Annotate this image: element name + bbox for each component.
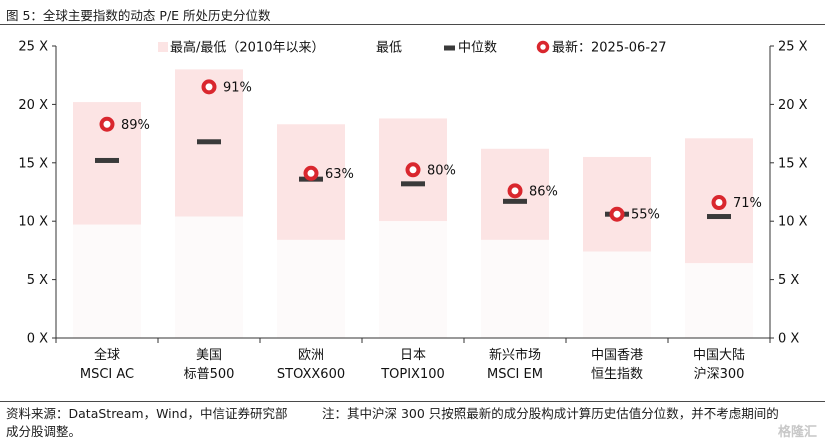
category-label-line2: 沪深300 — [694, 366, 745, 382]
latest-marker — [303, 165, 319, 181]
source-text: DataStream，Wind，中信证券研究部 — [68, 406, 288, 421]
watermark: 格隆汇 — [777, 425, 817, 440]
latest-marker — [99, 116, 115, 132]
percentile-label: 91% — [223, 80, 252, 95]
legend-label: 最新：2025-06-27 — [552, 40, 667, 56]
y-tick-label-right: 20 X — [778, 98, 808, 113]
latest-marker — [609, 206, 625, 222]
y-tick-label-left: 10 X — [18, 215, 48, 230]
min-bar — [685, 263, 753, 338]
y-tick-label-right: 25 X — [778, 40, 808, 55]
y-tick-label-right: 15 X — [778, 156, 808, 171]
y-tick-label-right: 0 X — [778, 332, 799, 347]
latest-marker — [201, 79, 217, 95]
category-label-line2: TOPIX100 — [380, 367, 445, 382]
legend: 最高/最低（2010年以来） 最低 中位数 最新：2025-06-27 — [158, 40, 667, 56]
y-tick-label-left: 15 X — [18, 156, 48, 171]
marks: 89% 91% 63% 80% 86% 55% 71% — [95, 79, 762, 223]
latest-marker — [507, 183, 523, 199]
min-bar — [277, 239, 345, 338]
median-marker — [707, 214, 731, 220]
percentile-label: 55% — [631, 208, 660, 223]
axes: 0 X 0 X 5 X 5 X 10 X 10 X 15 X 15 X 20 X 20 X 25 X… — [18, 40, 807, 383]
category-label-line1: 美国 — [196, 348, 222, 363]
median-marker — [503, 198, 527, 204]
y-tick-label-left: 25 X — [18, 40, 48, 55]
min-bar — [379, 221, 447, 338]
min-bar — [175, 216, 243, 338]
range-bars — [73, 69, 753, 338]
median-marker — [401, 181, 425, 187]
legend-range-swatch — [158, 42, 168, 52]
category-label-line2: 恒生指数 — [591, 367, 643, 382]
percentile-label: 86% — [529, 184, 558, 199]
bottom-rule — [0, 401, 825, 402]
category-label-line1: 新兴市场 — [489, 347, 541, 363]
figure-title: 图 5：全球主要指数的动态 P/E 所处历史分位数 — [6, 8, 271, 23]
range-bar — [583, 156, 651, 252]
category-label-line1: 中国香港 — [591, 348, 643, 363]
min-bar — [481, 239, 549, 338]
category-label-line1: 日本 — [400, 348, 426, 363]
legend-median-swatch — [444, 45, 455, 51]
category-label-line2: STOXX600 — [277, 367, 345, 382]
category-label-line2: MSCI EM — [487, 367, 543, 382]
top-rule — [0, 24, 825, 25]
category-label-line1: 欧洲 — [298, 348, 324, 363]
percentile-label: 80% — [427, 163, 456, 178]
note-line-2: 成分股调整。 — [6, 424, 82, 439]
category-label-line1: 全球 — [94, 347, 120, 363]
percentile-label: 63% — [325, 167, 354, 182]
y-tick-label-left: 0 X — [27, 332, 48, 347]
note-line-1: 注：其中沪深 300 只按照最新的成分股构成计算历史估值分位数，并不考虑期间的 — [322, 406, 779, 421]
category-label-line1: 中国大陆 — [693, 347, 745, 363]
source-prefix: 资料来源： — [6, 406, 69, 421]
percentile-label: 89% — [121, 118, 150, 133]
latest-marker — [405, 162, 421, 178]
min-bar — [73, 224, 141, 338]
source-line: 资料来源：DataStream，Wind，中信证券研究部 — [6, 405, 288, 423]
latest-marker — [711, 195, 727, 211]
category-label-line2: MSCI AC — [80, 367, 134, 382]
pe-percentile-chart: 0 X 0 X 5 X 5 X 10 X 10 X 15 X 15 X 20 X 20 X 25 X… — [18, 40, 807, 383]
legend-label: 最高/最低（2010年以来） — [170, 40, 324, 56]
legend-label: 中位数 — [458, 41, 497, 56]
y-tick-label-left: 20 X — [18, 98, 48, 113]
range-bar — [277, 124, 345, 240]
median-marker — [197, 139, 221, 145]
legend-label: 最低 — [376, 41, 402, 56]
median-marker — [95, 157, 119, 163]
y-tick-label-right: 5 X — [778, 273, 799, 288]
min-bar — [583, 251, 651, 338]
percentile-label: 71% — [733, 196, 762, 211]
category-label-line2: 标普500 — [184, 367, 235, 382]
y-tick-label-left: 5 X — [27, 273, 48, 288]
y-tick-label-right: 10 X — [778, 215, 808, 230]
legend-latest-swatch — [536, 40, 550, 54]
